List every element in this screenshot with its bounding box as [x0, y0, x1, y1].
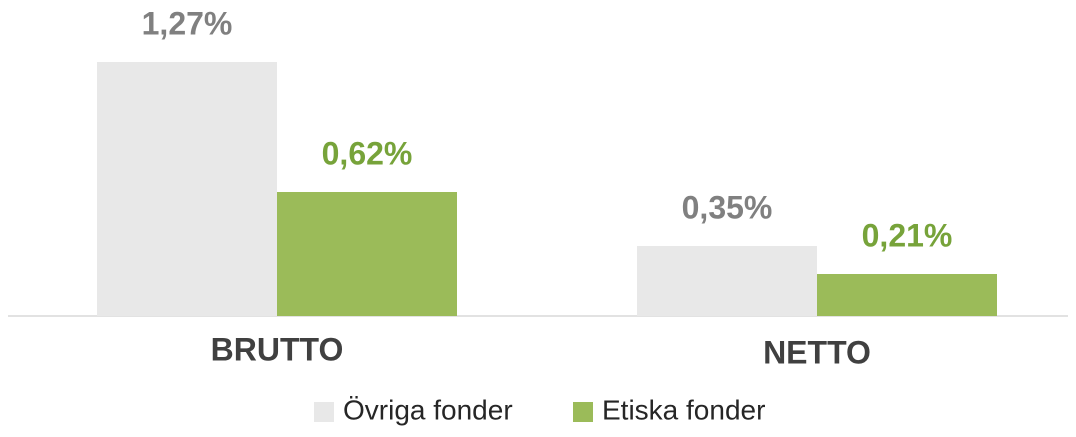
value-label: 0,21%: [862, 217, 953, 253]
legend-label: Övriga fonder: [343, 394, 513, 425]
value-label: 1,27%: [142, 5, 233, 41]
x-tick-label: NETTO: [763, 334, 871, 370]
value-label: 0,62%: [322, 135, 413, 171]
bar: [97, 62, 277, 316]
bar: [277, 192, 457, 316]
x-tick-label: BRUTTO: [211, 331, 344, 367]
value-label: 0,35%: [682, 189, 773, 225]
legend-swatch: [573, 402, 593, 422]
legend-swatch: [314, 402, 334, 422]
bar: [817, 274, 997, 316]
legend-label: Etiska fonder: [602, 394, 765, 425]
bar: [637, 246, 817, 316]
